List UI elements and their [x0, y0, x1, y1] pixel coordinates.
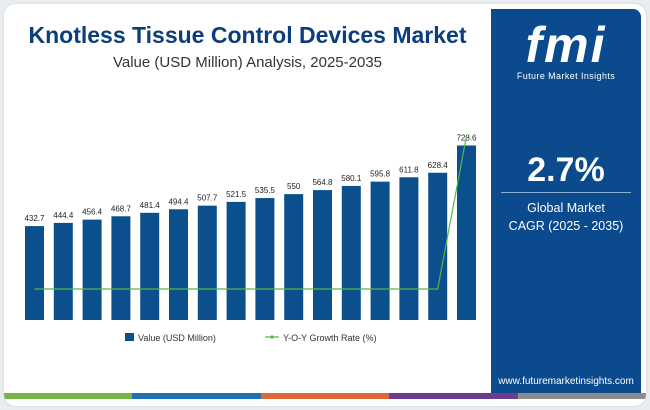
- bar-value-label: 628.4: [428, 161, 449, 170]
- bar-value-label: 728.6: [456, 133, 477, 142]
- cagr-label-line2: CAGR (2025 - 2035): [508, 219, 624, 233]
- bar-value-label: 481.4: [140, 201, 161, 210]
- bottom-color-strip: [4, 393, 646, 399]
- cagr-divider: [501, 192, 631, 193]
- bar: [313, 190, 332, 320]
- brand-logo: fmi Future Market Insights: [491, 17, 641, 81]
- website-link[interactable]: www.futuremarketinsights.com: [498, 376, 634, 387]
- bar: [428, 172, 448, 320]
- infographic-card: Knotless Tissue Control Devices Market V…: [4, 4, 646, 406]
- bar-value-label: 550: [287, 182, 301, 191]
- bar-value-label: 595.8: [370, 170, 391, 179]
- bar: [284, 194, 304, 320]
- bar-value-label: 444.4: [53, 211, 74, 220]
- bar: [341, 185, 361, 320]
- chart-title: Knotless Tissue Control Devices Market: [28, 22, 467, 48]
- bar-value-label: 564.8: [312, 178, 333, 187]
- strip-segment: [517, 393, 646, 399]
- bar-line-chart: 432.7 444.4 456.4 468.7 481.4 494.4 507.7 521.5…: [24, 133, 477, 343]
- bar: [457, 145, 476, 320]
- bar: [399, 177, 419, 320]
- cagr-label: Global Market CAGR (2025 - 2035): [491, 199, 641, 235]
- legend-line-marker: [270, 335, 274, 339]
- legend-bar-label: Value (USD Million): [138, 333, 216, 343]
- bar: [53, 222, 73, 320]
- bar-value-label: 456.4: [82, 208, 103, 217]
- strip-segment: [389, 393, 518, 399]
- side-panel: fmi Future Market Insights 2.7% Global M…: [491, 9, 641, 393]
- bar-value-label: 521.5: [226, 190, 247, 199]
- bar: [255, 198, 275, 320]
- bar: [169, 209, 188, 320]
- chart-subtitle: Value (USD Million) Analysis, 2025-2035: [112, 54, 383, 71]
- legend-line-label: Y-O-Y Growth Rate (%): [283, 333, 377, 343]
- cagr-label-line1: Global Market: [527, 201, 605, 215]
- bar-value-label: 432.7: [24, 214, 45, 223]
- bar: [25, 226, 44, 320]
- bar: [370, 181, 390, 320]
- brand-name: Future Market Insights: [516, 71, 616, 81]
- fmi-logo-mark: fmi: [525, 17, 607, 73]
- bar: [140, 212, 160, 320]
- strip-segment: [4, 393, 133, 399]
- bar: [111, 216, 131, 320]
- bar-value-label: 535.5: [255, 186, 276, 195]
- strip-segment: [260, 393, 390, 399]
- bar-value-label: 580.1: [341, 174, 362, 183]
- bar: [226, 201, 246, 320]
- bar: [82, 219, 102, 320]
- legend-bar-swatch: [125, 333, 134, 341]
- bar-value-label: 468.7: [111, 204, 132, 213]
- bar: [197, 205, 217, 320]
- bar-value-label: 611.8: [399, 165, 419, 174]
- growth-rate-line: [34, 135, 468, 290]
- strip-segment: [132, 393, 261, 399]
- cagr-value: 2.7%: [527, 151, 605, 189]
- bar-value-label: 507.7: [197, 194, 218, 203]
- bar-value-label: 494.4: [168, 197, 189, 206]
